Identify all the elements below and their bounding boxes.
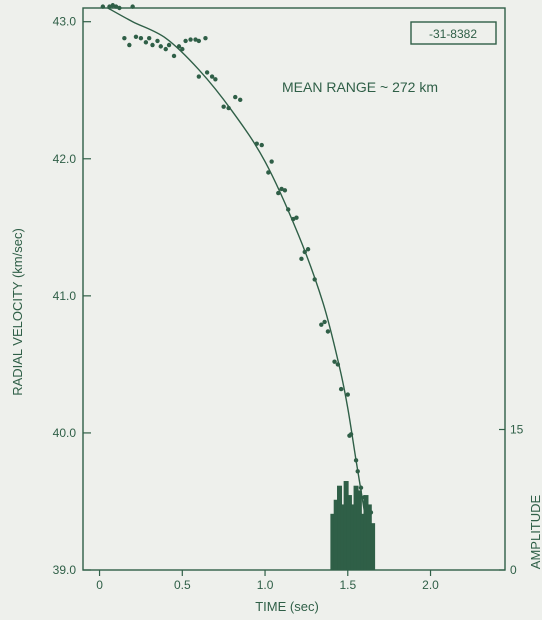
data-point <box>286 207 291 212</box>
chart-text: RADIAL VELOCITY (km/sec) TIME (sec) AMPL… <box>10 21 542 614</box>
data-point <box>348 432 354 437</box>
data-point <box>299 256 304 262</box>
amplitude-bars <box>330 481 376 570</box>
data-point <box>176 44 182 49</box>
data-point <box>213 77 218 82</box>
data-point <box>117 5 122 11</box>
data-point <box>193 37 198 42</box>
axes: 0 0.5 1.0 1.5 2.0 39.0 40.0 41.0 42.0 43.0 0 15 <box>53 7 524 592</box>
data-point <box>238 97 243 103</box>
data-point <box>150 42 155 48</box>
data-point <box>155 38 160 44</box>
x-tick-label: 1.0 <box>257 578 274 592</box>
data-point <box>353 458 359 463</box>
data-point <box>355 469 360 474</box>
data-point <box>163 46 168 52</box>
amplitude-bar <box>356 490 362 570</box>
y-tick-label: 40.0 <box>53 426 77 440</box>
data-point <box>180 46 185 52</box>
data-point <box>100 4 106 9</box>
amplitude-axis-label: AMPLITUDE <box>528 494 542 569</box>
y-tick-label: 42.0 <box>53 152 77 166</box>
data-point <box>209 74 215 79</box>
data-point <box>254 141 259 146</box>
data-point <box>335 362 341 367</box>
data-point <box>146 35 152 41</box>
data-point <box>276 190 281 196</box>
mean-range-annotation: MEAN RANGE ~ 272 km <box>282 79 438 95</box>
amplitude-bar <box>366 504 372 570</box>
data-point <box>127 42 132 48</box>
data-point <box>290 216 296 222</box>
data-point <box>138 35 144 41</box>
data-point <box>113 4 119 9</box>
data-point <box>338 386 344 392</box>
y-axis-label: RADIAL VELOCITY (km/sec) <box>10 228 25 396</box>
figure-id-box <box>410 21 497 45</box>
data-point <box>282 188 288 193</box>
data-point <box>203 35 208 41</box>
amplitude-bar <box>360 513 366 570</box>
data-point <box>266 170 271 175</box>
y-tick-label: 39.0 <box>53 563 77 577</box>
data-point <box>110 3 115 8</box>
data-point <box>259 142 264 148</box>
x-tick-label: 0.5 <box>174 578 191 592</box>
data-point <box>158 44 163 49</box>
data-point <box>269 159 274 164</box>
data-point <box>279 186 284 192</box>
amplitude-bar <box>370 523 376 570</box>
amplitude-tick-label: 0 <box>510 563 517 577</box>
data-point <box>332 359 337 364</box>
x-tick-label: 2.0 <box>422 578 439 592</box>
amplitude-bar <box>340 504 346 570</box>
amplitude-bar <box>330 513 336 570</box>
data-point <box>322 319 327 325</box>
data-point <box>312 277 317 282</box>
data-point <box>196 74 202 79</box>
y-tick-label: 43.0 <box>53 15 77 29</box>
data-point <box>221 104 226 109</box>
data-point <box>233 94 238 100</box>
data-point <box>196 38 202 44</box>
data-point <box>345 392 350 397</box>
amplitude-bar <box>337 485 343 570</box>
data-point <box>133 34 139 39</box>
amplitude-bar <box>363 495 369 570</box>
data-point <box>122 35 127 41</box>
data-point <box>319 322 324 327</box>
data-point <box>188 37 193 42</box>
data-point <box>226 105 231 111</box>
data-point <box>166 42 172 48</box>
data-point <box>107 4 112 9</box>
data-point <box>204 70 210 75</box>
data-point <box>325 329 331 334</box>
data-point <box>183 38 188 44</box>
amplitude-bar <box>333 499 339 570</box>
x-tick-label: 1.5 <box>339 578 356 592</box>
amplitude-bar <box>350 504 356 570</box>
data-point <box>171 53 177 59</box>
figure-id-label: -31-8382 <box>429 27 477 41</box>
y-tick-label: 41.0 <box>53 289 77 303</box>
amplitude-tick-label: 15 <box>510 423 524 437</box>
data-point <box>305 247 311 252</box>
plot-frame <box>82 7 506 571</box>
data-point <box>302 249 307 255</box>
amplitude-bar <box>353 485 359 570</box>
amplitude-bar <box>346 495 352 570</box>
x-tick-label: 0 <box>96 578 103 592</box>
data-point <box>294 215 299 220</box>
data-point <box>130 4 135 9</box>
data-point <box>358 485 364 490</box>
amplitude-bar <box>343 481 349 570</box>
x-axis-label: TIME (sec) <box>255 599 319 614</box>
data-point <box>143 40 149 45</box>
